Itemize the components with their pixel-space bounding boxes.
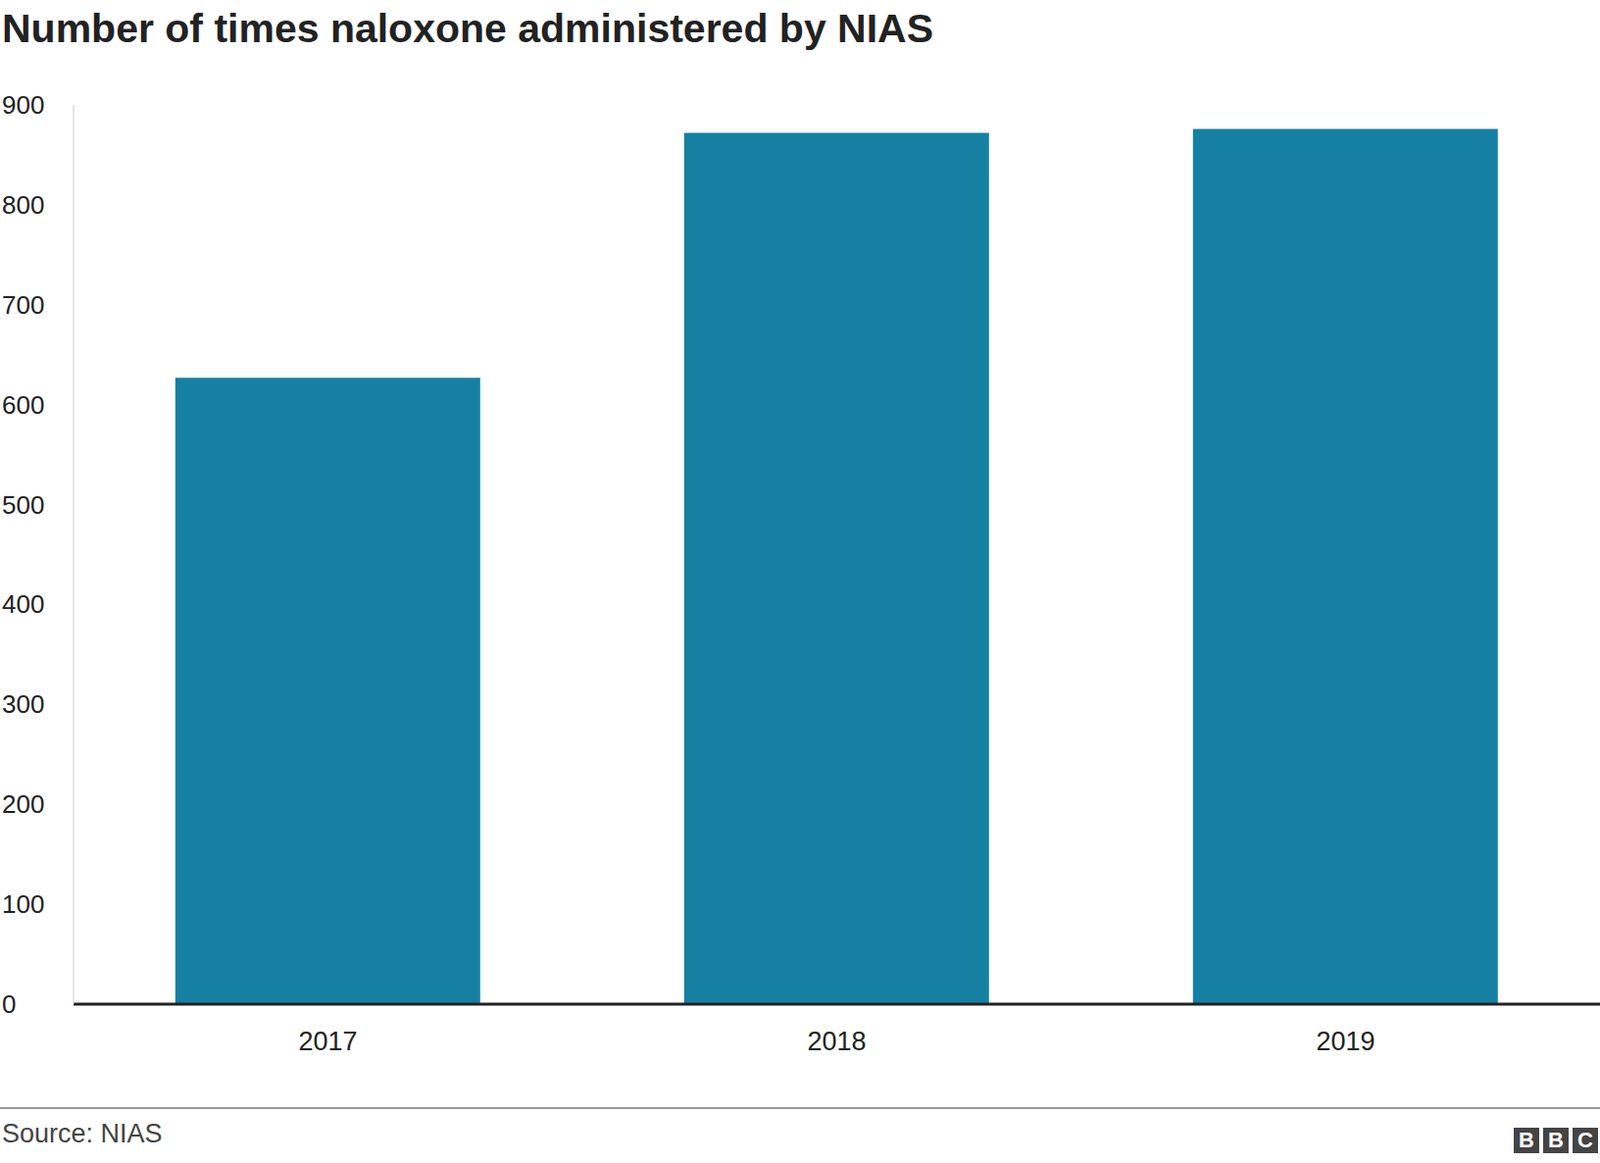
- svg-text:400: 400: [7, 589, 45, 619]
- svg-text:2019: 2019: [1315, 1026, 1375, 1056]
- svg-text:500: 500: [7, 490, 45, 520]
- svg-text:700: 700: [7, 290, 45, 320]
- html-text:B: B: [1518, 1127, 1535, 1152]
- svg-text:2018: 2018: [806, 1026, 866, 1056]
- svg-text:600: 600: [7, 390, 45, 420]
- html-text:Number of times naloxone admin: Number of times naloxone administered by…: [1, 5, 934, 51]
- svg-text:200: 200: [7, 789, 45, 819]
- svg-text:800: 800: [7, 190, 45, 220]
- html-text:C: C: [1577, 1127, 1594, 1152]
- svg-text:0: 0: [7, 989, 16, 1019]
- html-text:Source: NIAS: Source: NIAS: [1, 1118, 163, 1149]
- html-text:B: B: [1548, 1127, 1564, 1152]
- svg-text:300: 300: [7, 689, 45, 719]
- svg-text:100: 100: [7, 889, 45, 919]
- svg-text:2017: 2017: [298, 1026, 357, 1056]
- svg-text:900: 900: [7, 90, 45, 120]
